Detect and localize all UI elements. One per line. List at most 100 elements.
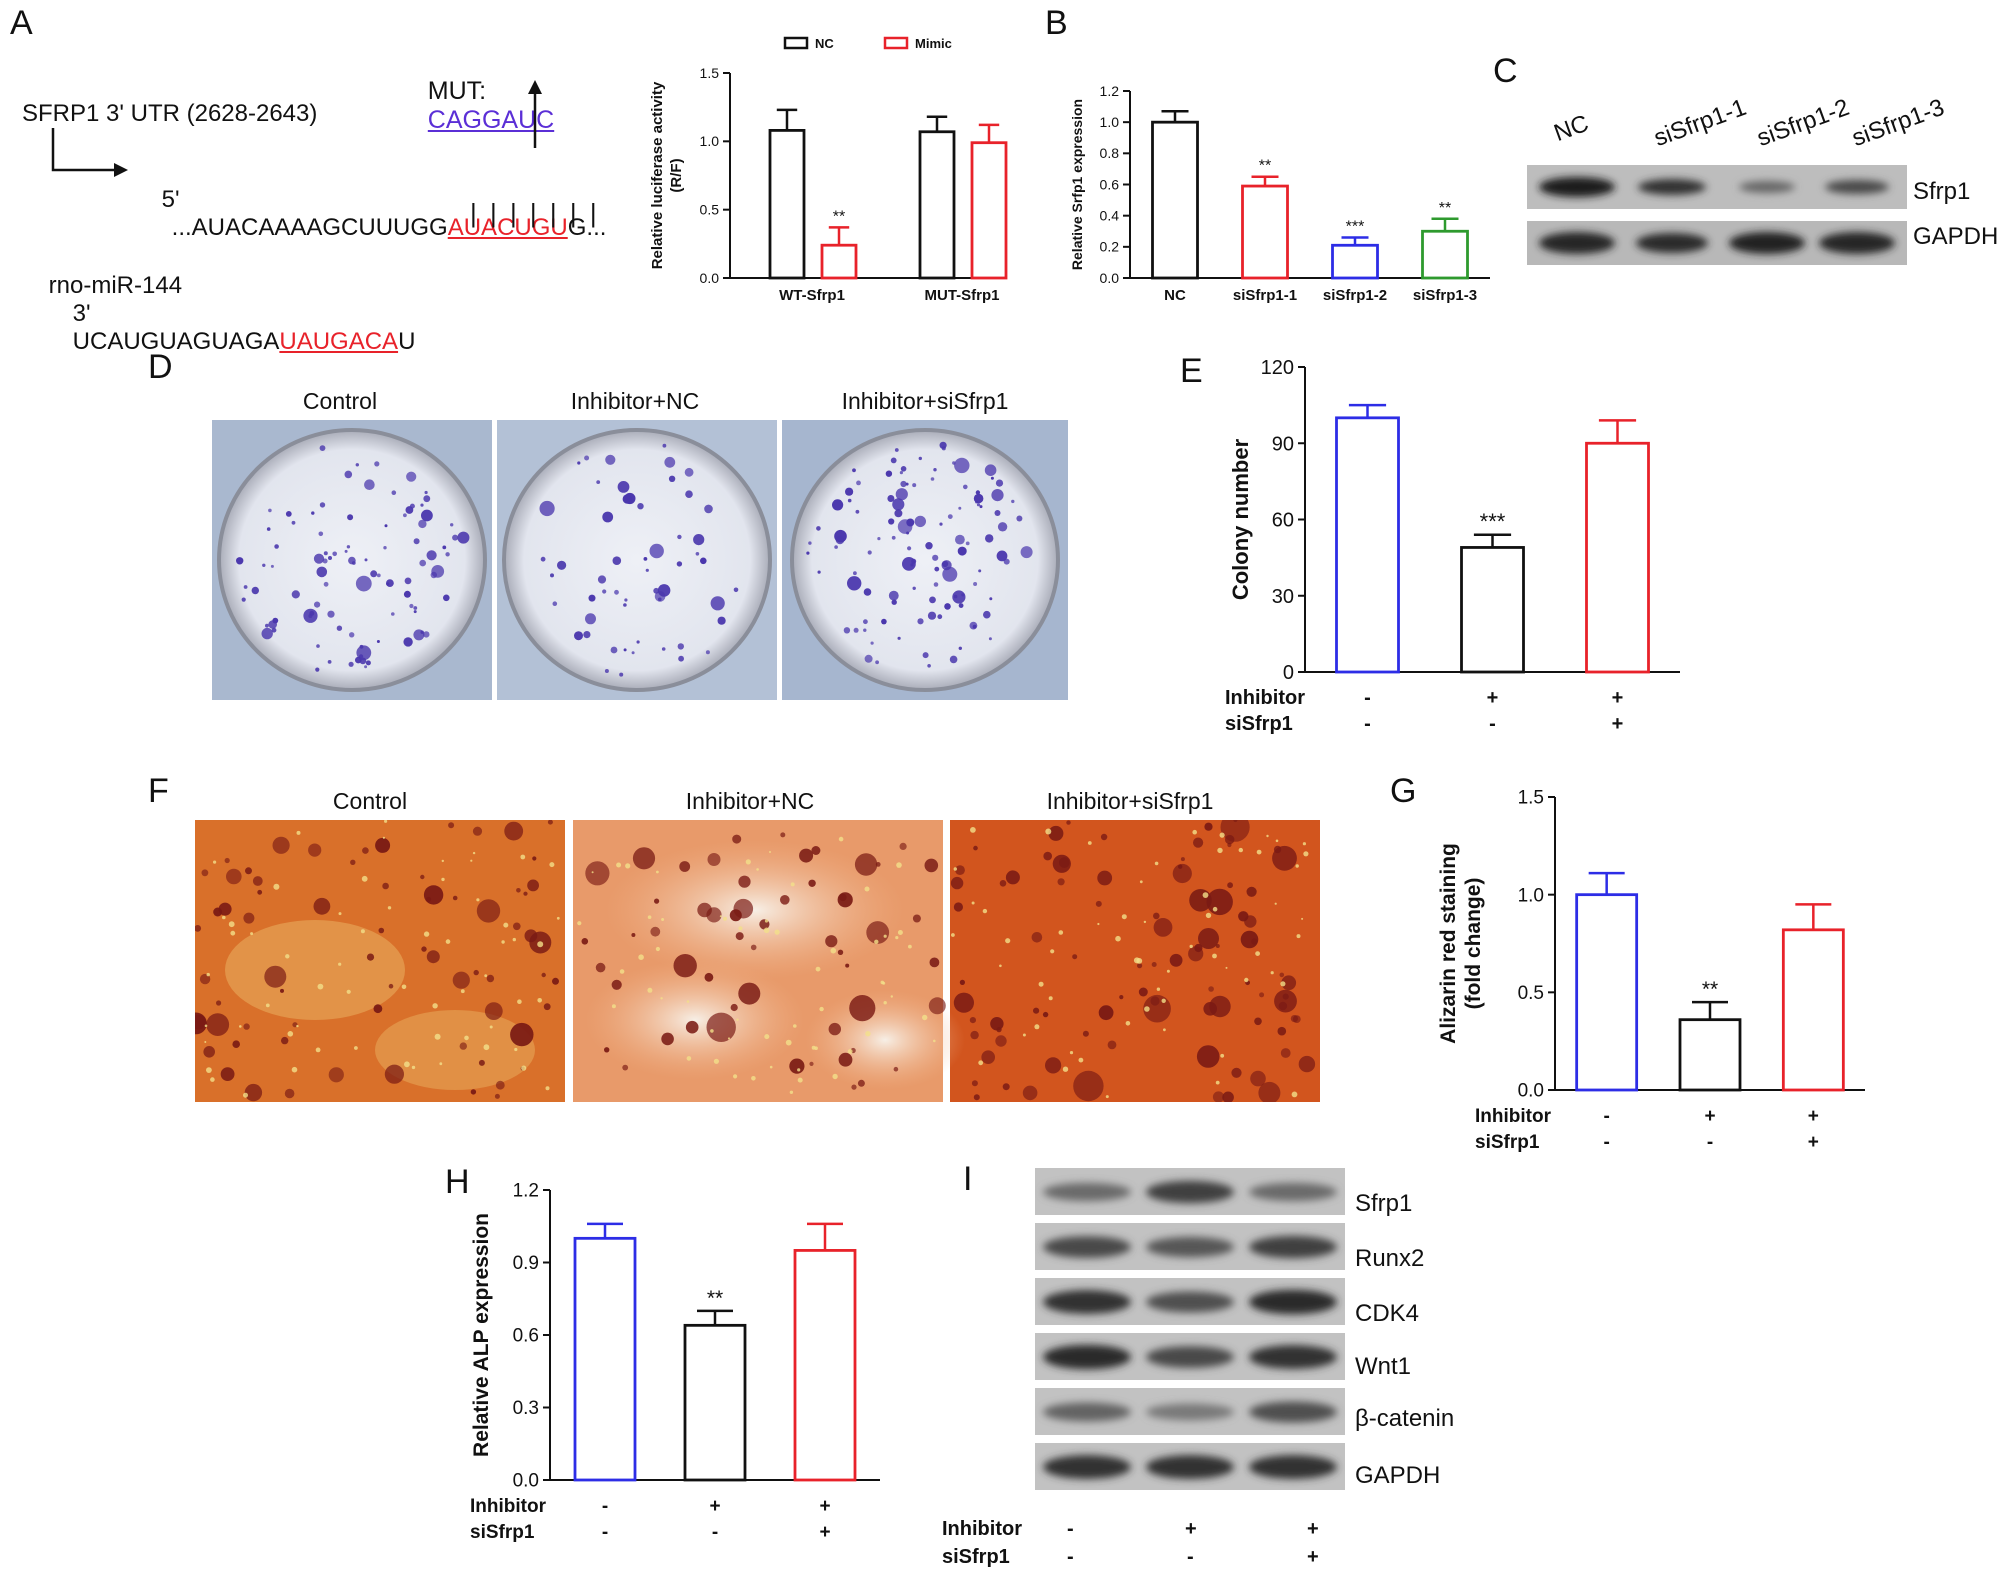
nodule bbox=[1045, 1057, 1062, 1074]
crystal bbox=[785, 1039, 792, 1046]
nodule bbox=[1098, 1005, 1114, 1021]
crystal bbox=[1005, 938, 1011, 944]
colony-dot bbox=[733, 587, 739, 593]
nodule bbox=[707, 853, 721, 866]
significance-mark: ** bbox=[1439, 200, 1451, 217]
y-tick-label: 1.2 bbox=[1100, 83, 1120, 99]
colony-dot bbox=[574, 631, 583, 641]
nodule bbox=[981, 1050, 995, 1064]
nodule bbox=[1298, 1055, 1316, 1073]
chart-colony-number: 0 30 60 90 120 Colony number Inhibitor siSfrp1 -… bbox=[1225, 357, 1680, 735]
nodule bbox=[1231, 1067, 1242, 1078]
y-tick-label: 0.9 bbox=[513, 1253, 539, 1274]
blot-band bbox=[1043, 1290, 1131, 1314]
nodule bbox=[632, 847, 656, 870]
colony-dot bbox=[585, 613, 596, 625]
colony-dot bbox=[911, 558, 917, 564]
nodule bbox=[990, 1017, 1004, 1031]
treatment-sign: + bbox=[709, 1496, 720, 1517]
colony-dot bbox=[914, 515, 926, 528]
colony-dot bbox=[885, 470, 893, 477]
crystal bbox=[647, 987, 653, 993]
nodule bbox=[199, 973, 211, 985]
treatment-sign: + bbox=[1612, 687, 1624, 709]
colony-dot bbox=[323, 551, 328, 556]
bar bbox=[820, 243, 858, 280]
crystal bbox=[793, 1024, 797, 1028]
nodule bbox=[697, 902, 712, 918]
crystal bbox=[317, 983, 324, 990]
mut-arrow bbox=[528, 80, 542, 148]
blot-bands bbox=[1043, 1180, 1337, 1204]
nodule bbox=[1107, 1040, 1117, 1050]
nodule bbox=[789, 1058, 805, 1074]
significance-mark: *** bbox=[1346, 218, 1365, 235]
nodule bbox=[527, 879, 539, 892]
treatment-sign: + bbox=[1704, 1106, 1715, 1127]
nodule bbox=[421, 946, 427, 952]
x-tick-label: WT-Sfrp1 bbox=[779, 287, 845, 304]
y-tick-label: 0.6 bbox=[513, 1326, 539, 1347]
nodule bbox=[973, 1094, 980, 1101]
colony-dot bbox=[291, 520, 296, 525]
colony-dot bbox=[356, 645, 372, 661]
colony-dot bbox=[661, 647, 666, 651]
crystal bbox=[686, 1000, 690, 1003]
x-tick-label: siSfrp1-1 bbox=[1233, 287, 1297, 304]
colony-dot bbox=[952, 590, 966, 604]
y-tick-label: 1.0 bbox=[1518, 885, 1544, 906]
colony-dot bbox=[423, 495, 431, 503]
colony-dot bbox=[602, 511, 614, 523]
nodule bbox=[622, 1064, 629, 1071]
utr-sequence-end: G... bbox=[567, 214, 607, 241]
colony-dot bbox=[927, 664, 931, 668]
crystal bbox=[830, 947, 837, 954]
crystal bbox=[832, 1073, 838, 1080]
colony-dot bbox=[355, 463, 359, 467]
colony-dot bbox=[808, 541, 812, 545]
colony-dot bbox=[636, 640, 640, 644]
crystal bbox=[204, 1041, 207, 1043]
crystal bbox=[387, 906, 392, 910]
nodule bbox=[899, 842, 907, 850]
nodule bbox=[973, 845, 978, 851]
colony-dot bbox=[577, 461, 581, 465]
colony-dot bbox=[932, 554, 939, 561]
crystal bbox=[441, 877, 445, 882]
crystal bbox=[638, 954, 644, 960]
nodule bbox=[1097, 870, 1113, 886]
blot-bands bbox=[1043, 1401, 1337, 1423]
crystal bbox=[897, 930, 903, 935]
colony-dot bbox=[413, 629, 425, 641]
nodule bbox=[1274, 989, 1297, 1013]
crystal bbox=[1270, 971, 1274, 975]
colony-plate-images bbox=[212, 420, 1068, 700]
nodule bbox=[272, 836, 290, 854]
bar bbox=[1241, 184, 1289, 280]
bar bbox=[970, 141, 1008, 280]
colony-dot bbox=[875, 660, 879, 665]
bar bbox=[1781, 928, 1845, 1092]
blot-bands bbox=[1043, 1455, 1337, 1479]
colony-dot bbox=[847, 498, 852, 503]
x-tick-label: MUT-Sfrp1 bbox=[925, 287, 1000, 304]
nodule bbox=[375, 837, 391, 853]
nodule bbox=[532, 856, 537, 861]
nodule bbox=[452, 971, 470, 989]
nodule bbox=[1194, 943, 1203, 953]
nodule bbox=[1227, 882, 1233, 889]
colony-dot bbox=[610, 646, 618, 654]
nodule bbox=[673, 954, 697, 978]
bar bbox=[573, 1236, 637, 1482]
band-label: Runx2 bbox=[1355, 1245, 1425, 1272]
colony-dot bbox=[612, 556, 622, 565]
crystal bbox=[556, 916, 560, 920]
crystal bbox=[521, 1065, 527, 1071]
colony-dot bbox=[336, 625, 343, 631]
crystal bbox=[503, 922, 509, 928]
treatment-sign: - bbox=[1604, 1106, 1610, 1127]
colony-dot bbox=[975, 490, 981, 495]
nodule bbox=[1290, 1015, 1298, 1023]
nodule bbox=[232, 1040, 240, 1048]
crystal bbox=[545, 1086, 550, 1091]
